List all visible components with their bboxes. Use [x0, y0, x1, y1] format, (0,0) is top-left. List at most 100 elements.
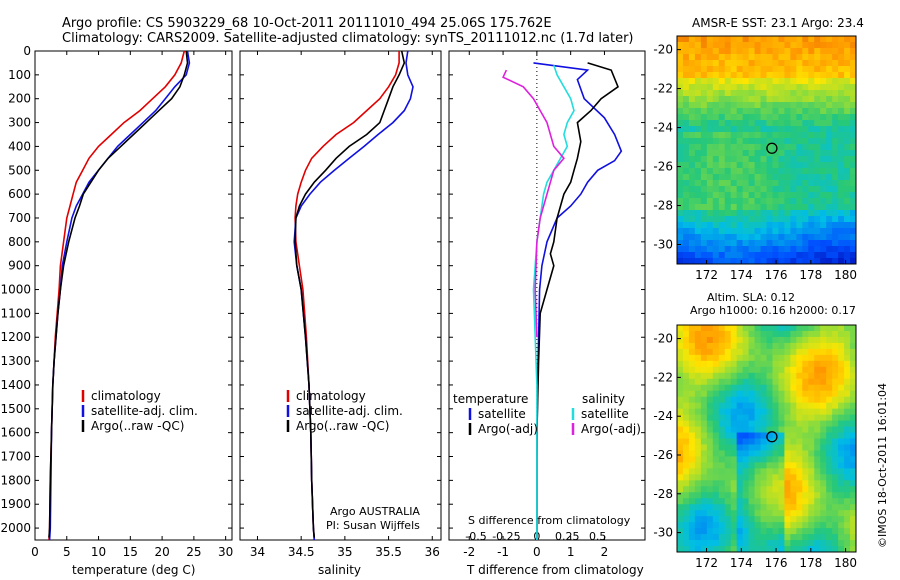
- map-cell: [772, 210, 779, 217]
- map-cell: [820, 216, 827, 223]
- map-cell: [706, 354, 714, 362]
- map-cell: [754, 156, 762, 163]
- map-cell: [790, 528, 797, 535]
- map-cell: [820, 138, 827, 145]
- x-tick-label: 34: [250, 545, 265, 559]
- map-cell: [760, 234, 767, 241]
- map-cell: [808, 378, 815, 386]
- map-cell: [760, 474, 767, 481]
- map-cell: [736, 60, 744, 67]
- map-cell: [802, 168, 809, 175]
- map-cell: [736, 468, 744, 475]
- map-cell: [742, 108, 750, 115]
- map-cell: [748, 336, 756, 344]
- map-cell: [844, 456, 851, 463]
- map-cell: [796, 534, 803, 541]
- map-cell: [712, 48, 720, 55]
- map-cell: [736, 36, 744, 43]
- map-cell: [700, 486, 708, 493]
- map-cell: [742, 450, 750, 457]
- map-cell: [677, 222, 684, 229]
- map-cell: [754, 36, 762, 43]
- map-cell: [802, 462, 809, 469]
- x-tick-label: 2: [601, 545, 609, 559]
- map-cell: [778, 504, 785, 511]
- map-cell: [742, 102, 750, 109]
- map-cell: [808, 474, 815, 481]
- map-cell: [844, 42, 851, 49]
- map-cell: [724, 216, 732, 223]
- map-cell: [718, 522, 726, 529]
- map-cell: [712, 66, 720, 73]
- map-cell: [736, 108, 744, 115]
- map-cell: [766, 396, 773, 404]
- map-cell: [718, 474, 726, 481]
- map-cell: [724, 366, 732, 374]
- map-cell: [682, 132, 690, 139]
- map-cell: [706, 120, 714, 127]
- map-cell: [712, 234, 720, 241]
- map-cell: [838, 414, 845, 422]
- map-cell: [694, 522, 702, 529]
- map-cell: [826, 534, 833, 541]
- map-cell: [778, 186, 785, 193]
- map-cell: [820, 114, 827, 121]
- map-cell: [700, 444, 708, 451]
- map-cell: [826, 504, 833, 511]
- map-cell: [682, 325, 690, 332]
- map-cell: [838, 492, 845, 499]
- map-cell: [730, 60, 738, 67]
- map-cell: [718, 438, 726, 445]
- map-cell: [838, 444, 845, 451]
- map-cell: [814, 342, 821, 350]
- map-cell: [832, 258, 839, 265]
- map-cell: [754, 180, 762, 187]
- map-cell: [802, 258, 809, 265]
- map-cell: [826, 342, 833, 350]
- map-cell: [820, 102, 827, 109]
- map-cell: [772, 204, 779, 211]
- legend-label: Argo(..raw -QC): [91, 419, 184, 433]
- map-cell: [832, 66, 839, 73]
- map-cell: [826, 186, 833, 193]
- map-cell: [784, 234, 791, 241]
- map-cell: [760, 198, 767, 205]
- map-cell: [682, 162, 690, 169]
- map-cell: [820, 54, 827, 61]
- map-cell: [826, 162, 833, 169]
- map-cell: [724, 126, 732, 133]
- map-cell: [850, 480, 857, 487]
- map-cell: [748, 534, 756, 541]
- map-cell: [694, 102, 702, 109]
- map-cell: [736, 114, 744, 121]
- map-cell: [700, 36, 708, 43]
- map-cell: [796, 402, 803, 410]
- map-cell: [790, 342, 797, 350]
- map-cell: [772, 36, 779, 43]
- map-cell: [808, 360, 815, 368]
- map-cell: [850, 150, 857, 157]
- map-cell: [677, 396, 684, 404]
- map-cell: [736, 480, 744, 487]
- map-cell: [796, 426, 803, 434]
- map-cell: [832, 408, 839, 416]
- map-cell: [814, 402, 821, 410]
- map-cell: [694, 325, 702, 332]
- map-cell: [700, 372, 708, 380]
- map-cell: [736, 240, 744, 247]
- map-cell: [766, 168, 773, 175]
- map-cell: [778, 42, 785, 49]
- map-cell: [694, 528, 702, 535]
- map-cell: [694, 354, 702, 362]
- map-cell: [802, 204, 809, 211]
- map-cell: [778, 72, 785, 79]
- map-cell: [736, 192, 744, 199]
- map-cell: [808, 330, 815, 338]
- map-cell: [706, 54, 714, 61]
- map-cell: [677, 426, 684, 434]
- map-cell: [682, 360, 690, 368]
- map-cell: [754, 66, 762, 73]
- map-cell: [784, 198, 791, 205]
- map-cell: [677, 174, 684, 181]
- map-cell: [677, 438, 684, 445]
